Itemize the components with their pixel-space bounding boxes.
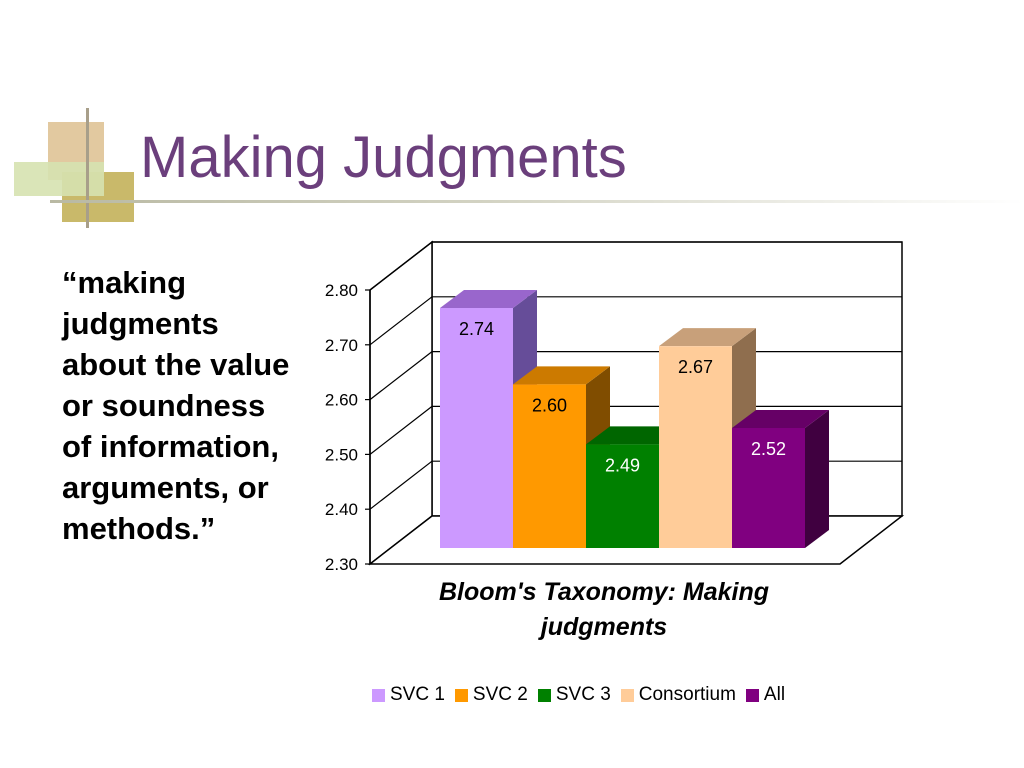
y-tick-label: 2.30 [325,555,358,574]
data-label: 2.49 [605,455,640,475]
plot-side-wall [369,240,433,566]
bar-front-face [513,384,586,548]
bar-front-face [732,428,805,548]
bar-front-face [586,444,659,548]
definition-quote: “making judgments about the value or sou… [62,265,290,546]
gridline-side [369,351,433,401]
title-decoration [14,108,134,228]
y-tick-label: 2.80 [325,281,358,300]
slide-title: Making Judgments [140,125,627,190]
bar-side-face [805,410,829,548]
legend-item: Consortium [620,684,736,706]
chart-legend: SVC 1 SVC 2 SVC 3 Consortium All [372,683,785,707]
title-divider [50,200,1024,203]
bar-top-face [732,410,829,428]
y-tick-label: 2.50 [325,445,358,464]
bar-top-face [659,328,756,347]
gridline-side [369,296,433,346]
x-axis-title-line-2: judgments [538,613,667,641]
gridline-side [369,241,433,291]
legend-swatch [372,688,385,702]
bar-top-face [440,290,537,308]
y-tick-label: 2.70 [325,336,358,355]
bar-front-face [440,308,513,548]
data-label: 2.74 [459,319,494,339]
legend-label: All [763,684,786,705]
legend-item: All [745,684,786,706]
data-label: 2.52 [751,439,786,459]
bar-all: 2.52 [732,410,829,548]
y-tick-label: 2.40 [325,500,358,519]
bar-top-face [586,426,683,445]
legend-item: SVC 2 [454,684,528,706]
data-label: 2.60 [532,395,567,415]
legend-swatch [537,688,551,702]
legend-item: SVC 1 [372,684,445,706]
y-tick-label: 2.60 [325,391,358,410]
legend-label: SVC 2 [472,684,528,705]
legend-label: SVC 3 [555,684,611,705]
legend-label: SVC 1 [390,684,445,705]
bar-front-face [659,346,732,548]
gridline-side [369,460,433,510]
gridline-side [369,405,433,455]
legend-label: Consortium [638,684,736,705]
legend-item: SVC 3 [537,684,611,706]
bar-top-face [513,366,610,385]
data-label: 2.67 [678,357,713,377]
legend-swatch [454,688,468,702]
x-axis-title-line-1: Bloom's Taxonomy: Making [439,578,769,606]
legend-swatch [620,688,634,702]
legend-swatch [745,688,759,702]
